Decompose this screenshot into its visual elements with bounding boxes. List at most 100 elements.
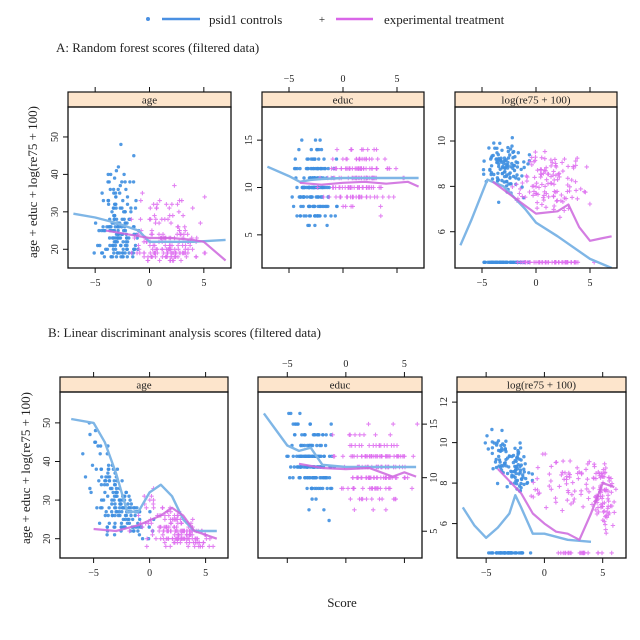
point-treatment	[339, 166, 344, 171]
point-control	[517, 484, 522, 488]
point-control	[108, 243, 112, 248]
point-control	[88, 486, 92, 491]
point-control	[522, 467, 526, 471]
point-treatment	[373, 432, 378, 437]
point-control	[519, 477, 524, 481]
point-treatment	[355, 454, 360, 459]
point-treatment	[606, 504, 611, 509]
point-treatment	[510, 184, 515, 189]
point-treatment	[560, 168, 566, 174]
point-control	[124, 187, 128, 192]
panel-strip-label: age	[136, 380, 151, 392]
point-control	[107, 236, 112, 240]
y-tick-label: 12	[439, 397, 450, 407]
point-treatment	[377, 185, 382, 190]
smooth-line-control	[262, 412, 417, 469]
point-treatment	[409, 486, 415, 491]
point-treatment	[153, 220, 158, 226]
point-control	[113, 225, 118, 229]
point-treatment	[149, 521, 154, 526]
point-control	[118, 502, 122, 506]
legend-marker-treatment: +	[319, 14, 325, 26]
point-control	[503, 447, 507, 452]
point-treatment	[542, 156, 547, 161]
point-treatment	[375, 156, 380, 162]
point-treatment	[570, 480, 575, 485]
point-control	[504, 457, 508, 462]
point-treatment	[613, 487, 619, 492]
point-treatment	[602, 470, 608, 475]
point-treatment	[382, 156, 388, 162]
point-treatment	[571, 165, 576, 171]
point-control	[114, 169, 119, 173]
point-treatment	[160, 247, 165, 252]
point-control	[315, 443, 319, 448]
point-treatment	[160, 232, 166, 237]
point-treatment	[612, 510, 617, 515]
point-control	[325, 223, 329, 228]
point-treatment	[151, 501, 156, 507]
point-treatment	[168, 521, 174, 526]
point-control	[110, 210, 114, 214]
point-control	[103, 490, 107, 495]
point-treatment	[145, 258, 151, 263]
point-control	[499, 156, 503, 160]
point-control	[102, 255, 107, 259]
point-treatment	[553, 260, 558, 265]
point-treatment	[603, 465, 608, 471]
point-treatment	[140, 190, 145, 196]
point-treatment	[354, 475, 360, 480]
point-control	[116, 513, 121, 518]
point-control	[485, 434, 489, 438]
point-treatment	[380, 194, 385, 200]
point-control	[492, 141, 496, 145]
point-treatment	[333, 194, 339, 200]
point-treatment	[182, 224, 187, 229]
point-control	[509, 165, 513, 169]
point-treatment	[348, 147, 354, 152]
point-treatment	[165, 217, 171, 222]
point-treatment	[554, 189, 560, 194]
point-treatment	[136, 247, 142, 252]
point-treatment	[556, 171, 562, 176]
point-treatment	[569, 195, 575, 200]
point-control	[299, 443, 303, 448]
point-control	[101, 198, 106, 203]
point-control	[311, 166, 316, 171]
point-control	[133, 513, 137, 518]
point-treatment	[315, 185, 320, 190]
point-control	[523, 462, 527, 466]
point-treatment	[168, 254, 174, 259]
point-control	[307, 223, 311, 228]
point-treatment	[356, 156, 362, 162]
x-tick-label: 5	[600, 568, 605, 579]
x-tick-label: 5	[201, 278, 206, 289]
point-treatment	[593, 507, 598, 513]
point-control	[318, 166, 322, 171]
x-tick-label: −5	[477, 278, 488, 289]
point-control	[530, 472, 534, 476]
point-control	[112, 483, 117, 487]
point-treatment	[357, 432, 362, 437]
point-treatment	[348, 204, 354, 209]
point-control	[113, 202, 118, 206]
x-axis-label: Score	[327, 595, 357, 610]
point-treatment	[142, 494, 147, 499]
point-control	[298, 166, 302, 171]
point-control	[483, 441, 487, 445]
point-treatment	[352, 507, 357, 512]
point-control	[305, 486, 309, 491]
x-tick-label: 5	[588, 278, 593, 289]
point-control	[123, 228, 128, 233]
point-treatment	[147, 243, 153, 248]
point-control	[313, 223, 317, 228]
point-control	[90, 463, 95, 467]
point-control	[112, 479, 117, 483]
point-treatment	[554, 198, 559, 204]
point-treatment	[551, 169, 556, 174]
panel-a-log-re75-100-: log(re75 + 100) −5 0 5 6 8 10	[437, 87, 618, 289]
point-control	[496, 158, 501, 162]
point-control	[100, 251, 105, 255]
point-treatment	[575, 156, 580, 161]
point-control	[323, 214, 327, 218]
